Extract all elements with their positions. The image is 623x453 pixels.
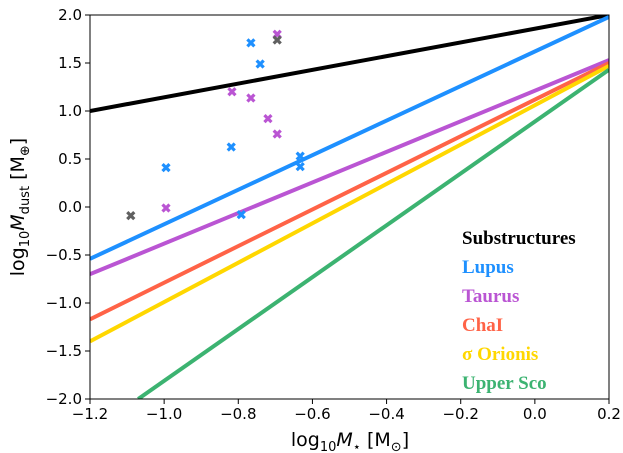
x-label-part: ] [402,429,409,451]
x-tick-label: −0.4 [368,405,404,423]
plot-area [90,15,609,399]
line [90,15,609,261]
x-label-part: M [336,429,352,451]
x-label-part: [M [361,429,391,451]
plot-frame [89,14,610,400]
y-label-part: ⊕ [18,145,33,156]
point [161,203,171,213]
legend-entry: Lupus [462,257,514,278]
line [90,58,609,277]
x-label-part: log [291,429,320,451]
y-label-part: [M [7,156,29,186]
line [90,61,609,322]
legend-entry: ChaI [462,315,503,336]
y-label-part: dust [18,186,33,214]
x-tick-label: −1.2 [72,405,108,423]
point [295,151,305,161]
point [255,59,265,69]
y-tick-label: 1.5 [58,54,82,72]
point [263,114,273,124]
x-tick-label: −1.0 [146,405,182,423]
point [161,163,171,173]
x-label-part: ⋆ [353,440,361,453]
point [236,210,246,220]
y-tick-label: −0.5 [46,246,82,264]
y-label-part: 10 [18,231,33,248]
x-tick-label: −0.8 [220,405,256,423]
y-label-part: M [7,214,29,230]
y-label-part: log [7,247,29,276]
line [137,68,609,399]
point [295,162,305,172]
y-tick-label: −2.0 [46,390,82,408]
legend-entry: Taurus [462,286,519,307]
point [246,38,256,48]
y-tick-label: 0.0 [58,198,82,216]
x-tick-label: −0.2 [442,405,478,423]
point [227,87,237,97]
point [246,93,256,103]
x-axis-label: log10M⋆ [M⊙] [291,429,409,453]
legend-entry: Upper Sco [462,373,547,394]
y-tick-label: −1.0 [46,294,82,312]
line [90,15,609,113]
x-tick-label: 0.2 [597,405,621,423]
point [126,211,136,221]
y-tick-label: 1.0 [58,102,82,120]
y-tick-label: 0.5 [58,150,82,168]
line [90,64,609,344]
y-axis-label: log10Mdust [M⊕] [7,138,33,276]
x-tick-label: 0.0 [523,405,547,423]
x-tick-label: −0.6 [294,405,330,423]
x-label-part: 10 [320,440,337,453]
point [272,35,282,45]
y-tick-label: −1.5 [46,342,82,360]
x-label-part: ⊙ [391,440,402,453]
point [272,129,282,139]
y-label-part: ] [7,138,29,145]
legend-entry: Substructures [462,228,576,249]
point [226,142,236,152]
y-tick-label: 2.0 [58,6,82,24]
legend-entry: σ Orionis [462,344,538,365]
